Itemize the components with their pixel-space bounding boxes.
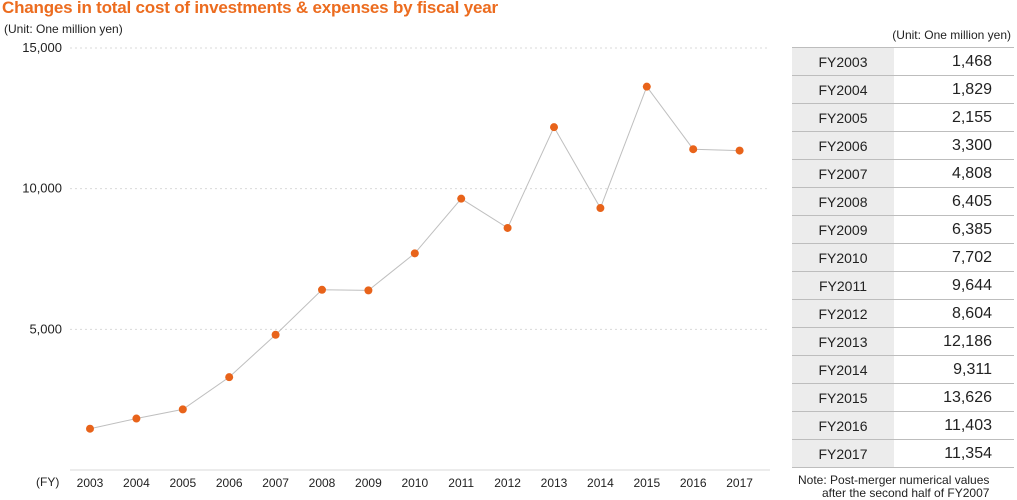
y-tick-label: 10,000: [22, 181, 62, 196]
table-row: FY2017 11,354: [792, 439, 1014, 468]
data-point: [132, 414, 141, 423]
y-axis-unit-label: (Unit: One million yen): [4, 22, 123, 36]
table-year-cell: FY2013: [792, 327, 894, 356]
table-year-cell: FY2007: [792, 159, 894, 188]
grid-lines: [70, 47, 770, 471]
x-tick-label: 2006: [216, 476, 243, 490]
x-tick-labels: 2003 2004 2005 2006 2007 2008 2009 2010 2011 2012…: [77, 476, 754, 490]
footnote: Note: Post-merger numerical values after…: [798, 474, 989, 500]
data-point: [596, 204, 605, 213]
table-value-cell: 1,829: [894, 75, 1014, 104]
values-table: FY2003 1,468 FY2004 1,829 FY2005 2,155 FY2006 3…: [792, 47, 1014, 468]
table-row: FY2014 9,311: [792, 355, 1014, 384]
table-unit-label: (Unit: One million yen): [892, 28, 1011, 42]
table-value-cell: 13,626: [894, 383, 1014, 412]
table-value-cell: 3,300: [894, 131, 1014, 160]
x-axis-label: (FY): [36, 475, 59, 489]
data-point: [318, 285, 326, 294]
table-value-cell: 8,604: [894, 299, 1014, 328]
data-point: [642, 82, 651, 91]
table-year-cell: FY2012: [792, 299, 894, 328]
table-year-cell: FY2016: [792, 411, 894, 440]
table-row: FY2006 3,300: [792, 131, 1014, 160]
data-point: [225, 373, 234, 382]
table-row: FY2003 1,468: [792, 47, 1014, 76]
x-tick-label: 2014: [587, 476, 614, 490]
table-year-cell: FY2005: [792, 103, 894, 132]
table-year-cell: FY2017: [792, 439, 894, 468]
x-tick-label: 2016: [680, 476, 707, 490]
x-tick-label: 2011: [448, 476, 474, 490]
table-value-cell: 11,403: [894, 411, 1014, 440]
x-tick-label: 2003: [77, 476, 104, 490]
data-points: [86, 82, 744, 433]
table-year-cell: FY2010: [792, 243, 894, 272]
table-row: FY2016 11,403: [792, 411, 1014, 440]
table-value-cell: 11,354: [894, 439, 1014, 468]
table-row: FY2010 7,702: [792, 243, 1014, 272]
table-year-cell: FY2011: [792, 271, 894, 300]
x-tick-label: 2012: [494, 476, 521, 490]
table-year-cell: FY2003: [792, 47, 894, 76]
table-row: FY2008 6,405: [792, 187, 1014, 216]
table-year-cell: FY2004: [792, 75, 894, 104]
table-value-cell: 7,702: [894, 243, 1014, 272]
table-value-cell: 9,311: [894, 355, 1014, 384]
table-year-cell: FY2008: [792, 187, 894, 216]
table-value-cell: 12,186: [894, 327, 1014, 356]
table-value-cell: 9,644: [894, 271, 1014, 300]
x-tick-label: 2013: [541, 476, 568, 490]
data-point: [86, 424, 94, 433]
data-point: [503, 223, 512, 232]
data-point: [271, 330, 280, 339]
data-point: [689, 145, 698, 154]
table-value-cell: 4,808: [894, 159, 1014, 188]
table-row: FY2007 4,808: [792, 159, 1014, 188]
chart-title: Changes in total cost of investments & e…: [2, 0, 498, 17]
x-tick-label: 2007: [262, 476, 289, 490]
table-row: FY2004 1,829: [792, 75, 1014, 104]
table-row: FY2012 8,604: [792, 299, 1014, 328]
x-tick-label: 2015: [633, 476, 660, 490]
table-row: FY2011 9,644: [792, 271, 1014, 300]
data-point: [410, 249, 419, 258]
footnote-line-1: Note: Post-merger numerical values: [798, 473, 990, 487]
table-year-cell: FY2009: [792, 215, 894, 244]
table-value-cell: 1,468: [894, 47, 1014, 76]
y-tick-label: 5,000: [29, 321, 62, 336]
table-row: FY2009 6,385: [792, 215, 1014, 244]
table-row: FY2005 2,155: [792, 103, 1014, 132]
table-value-cell: 6,405: [894, 187, 1014, 216]
x-tick-label: 2008: [309, 476, 336, 490]
x-tick-label: 2009: [355, 476, 382, 490]
table-year-cell: FY2015: [792, 383, 894, 412]
table-row: FY2015 13,626: [792, 383, 1014, 412]
data-point: [735, 146, 744, 155]
data-point: [364, 286, 373, 295]
table-year-cell: FY2006: [792, 131, 894, 160]
data-point: [457, 194, 466, 203]
y-tick-label: 15,000: [22, 40, 62, 55]
data-point: [178, 405, 187, 414]
table-year-cell: FY2014: [792, 355, 894, 384]
table-value-cell: 2,155: [894, 103, 1014, 132]
table-row: FY2013 12,186: [792, 327, 1014, 356]
data-point: [550, 123, 558, 132]
x-tick-label: 2004: [123, 476, 150, 490]
series-line: [89, 85, 740, 430]
x-tick-label: 2017: [726, 476, 753, 490]
y-tick-labels: 5,000 10,000 15,000: [22, 40, 62, 336]
table-value-cell: 6,385: [894, 215, 1014, 244]
x-tick-label: 2005: [169, 476, 196, 490]
footnote-line-2: after the second half of FY2007: [821, 486, 990, 500]
x-tick-label: 2010: [401, 476, 428, 490]
